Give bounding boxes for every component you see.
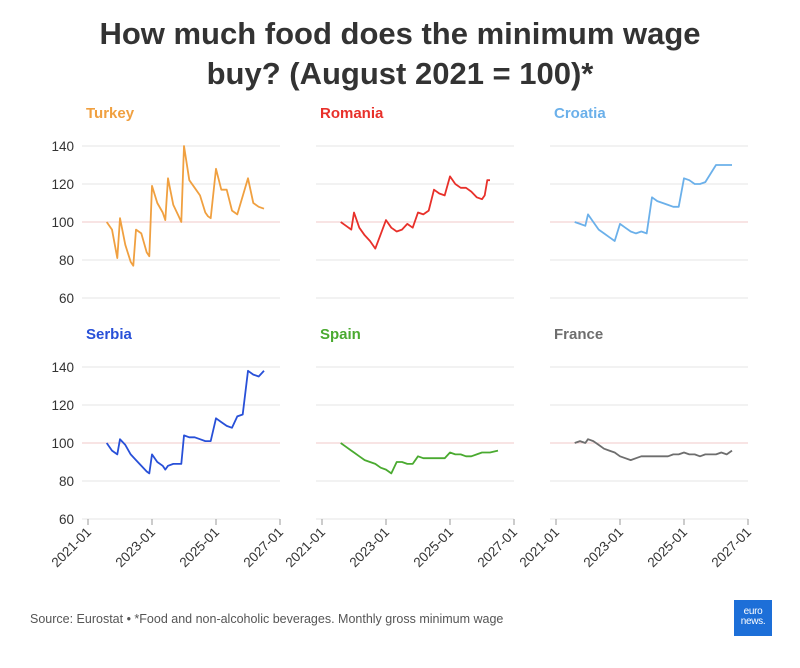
y-tick-label: 100 [51,436,74,451]
logo-line1: euro [743,606,763,617]
small-multiples-chart: Turkey 60 80 100 120 140 Romania Croatia Serbia 6… [48,105,754,570]
y-tick-label: 80 [59,474,74,489]
x-tick-label: 2027-01 [240,525,286,571]
source-note: Source: Eurostat • *Food and non-alcohol… [30,612,504,626]
x-tick-label: 2021-01 [282,525,328,571]
chart-title-line2: buy? (August 2021 = 100)* [206,56,594,91]
x-tick-label: 2023-01 [580,525,626,571]
x-tick-label: 2025-01 [644,525,690,571]
panel-title: Spain [320,326,361,343]
series-line-france [574,438,733,461]
y-tick-label: 140 [51,139,74,154]
logo-line2: news. [740,616,766,627]
chart-title: How much food does the minimum wage buy?… [0,14,800,94]
panel-france: France 2021-01 2023-01 2025-01 2027-01 [516,326,754,570]
x-tick-label: 2027-01 [474,525,520,571]
x-tick-label: 2021-01 [48,525,94,571]
y-tick-label: 60 [59,512,74,527]
panel-title: Croatia [554,105,606,122]
x-tick-label: 2021-01 [516,525,562,571]
y-tick-label: 140 [51,360,74,375]
panel-title: Serbia [86,326,133,343]
series-line-turkey [105,145,265,267]
series-line-serbia [105,369,265,475]
y-tick-label: 120 [51,398,74,413]
series-line-croatia [574,164,732,242]
x-tick-label: 2027-01 [708,525,754,571]
chart-title-line1: How much food does the minimum wage [99,16,701,51]
panel-turkey: Turkey 60 80 100 120 140 [51,105,280,306]
panel-title: Romania [320,105,384,122]
y-tick-label: 60 [59,291,74,306]
series-line-romania [340,175,490,250]
y-tick-label: 80 [59,253,74,268]
y-tick-label: 100 [51,215,74,230]
panel-romania: Romania [316,105,514,299]
x-tick-label: 2025-01 [176,525,222,571]
panel-spain: Spain 2021-01 2023-01 2025-01 2027-01 [282,326,520,570]
panel-serbia: Serbia 60 80 100 120 140 2021-01 2023-01 2025-01… [48,326,286,570]
x-tick-label: 2025-01 [410,525,456,571]
panel-croatia: Croatia [550,105,748,299]
x-tick-label: 2023-01 [346,525,392,571]
series-line-spain [340,442,499,475]
x-tick-label: 2023-01 [112,525,158,571]
y-tick-label: 120 [51,177,74,192]
euronews-logo: euro news. [734,600,772,636]
panel-title: Turkey [86,105,135,122]
panel-title: France [554,326,603,343]
